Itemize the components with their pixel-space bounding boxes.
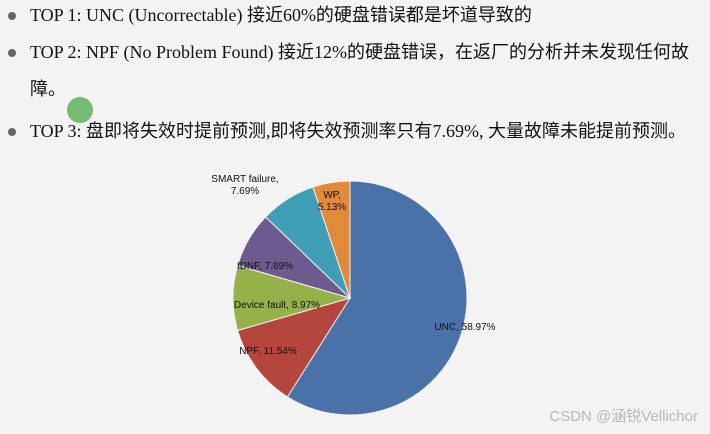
bullet: TOP 1: UNC (Uncorrectable) 接近60%的硬盘错误都是坏… (8, 0, 698, 34)
pie-slice (286, 180, 468, 416)
bullet-text: TOP 2: NPF (No Problem Found) 接近12%的硬盘错误… (30, 42, 690, 99)
cursor-highlight (67, 97, 93, 123)
bullet: TOP 2: NPF (No Problem Found) 接近12%的硬盘错误… (8, 34, 698, 108)
watermark: CSDN @涵锐Vellichor (549, 408, 698, 425)
bullet-dot (8, 12, 16, 20)
bullet-dot (8, 49, 16, 57)
slice-label: NPF, 11.54% (239, 346, 297, 357)
slice-label: SMART failure, 7.69% (211, 174, 279, 197)
pie-slice (312, 180, 351, 299)
slice-label: UNC, 58.97% (434, 322, 496, 333)
bullet-text: TOP 3: 盘即将失效时提前预测,即将失效预测率只有7.69%, 大量故障未能… (30, 121, 687, 141)
bullet: TOP 3: 盘即将失效时提前预测,即将失效预测率只有7.69%, 大量故障未能… (8, 113, 698, 150)
bullet-dot (8, 128, 16, 136)
slice-label: IDNF, 7.69% (236, 261, 294, 272)
slice-label: WP, 5.13% (317, 190, 347, 213)
bullet-text: TOP 1: UNC (Uncorrectable) 接近60%的硬盘错误都是坏… (30, 5, 532, 25)
slice-label: Device fault, 8.97% (233, 300, 321, 311)
